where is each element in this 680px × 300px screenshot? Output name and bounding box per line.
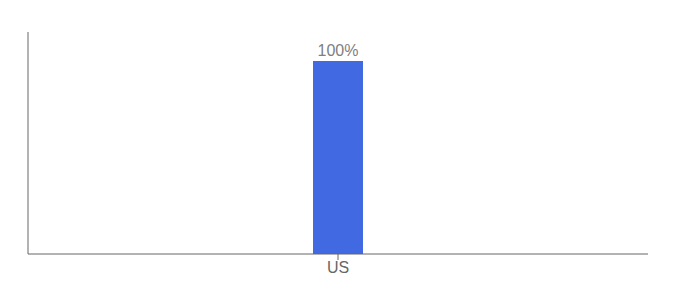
svg-text:US: US: [327, 259, 349, 276]
svg-text:100%: 100%: [318, 42, 359, 59]
